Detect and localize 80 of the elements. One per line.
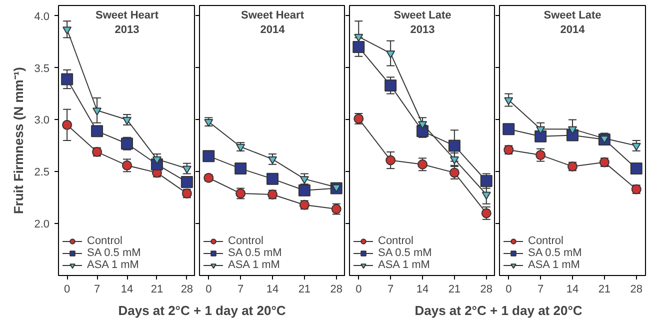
y-tick-label: 4.0 (34, 10, 50, 23)
legend-label: ASA 1 mM (228, 259, 280, 271)
legend-label: ASA 1 mM (378, 259, 430, 271)
x-tick-label: 0 (64, 284, 70, 296)
x-tick-label: 14 (120, 284, 134, 296)
x-axis-title: Days at 2°C + 1 day at 20°C (414, 303, 583, 318)
point (152, 156, 162, 164)
point (234, 162, 247, 175)
text: Sweet Heart 2013 (96, 10, 159, 36)
point (600, 136, 609, 144)
x-tick-label: 28 (630, 284, 643, 296)
point (61, 73, 74, 86)
text: Sweet Heart 2014 (241, 10, 304, 36)
x-tick-label: 21 (150, 284, 164, 296)
x-tick-label: 7 (238, 284, 244, 296)
x-tick-label: 7 (538, 284, 544, 296)
x-tick-label: 28 (480, 284, 493, 296)
point (354, 34, 364, 42)
point (450, 156, 459, 164)
point (92, 108, 102, 116)
legend-label: SA 0.5 mM (378, 247, 432, 259)
point (482, 192, 491, 200)
x-tick-label: 14 (266, 284, 279, 296)
x-tick-label: 14 (566, 284, 579, 296)
legend-label: Control (528, 235, 564, 247)
point (182, 166, 192, 174)
y-tick-label: 3.5 (34, 62, 50, 75)
point (502, 123, 515, 136)
point (266, 172, 278, 185)
legend-label: Control (378, 235, 414, 247)
legend-label: SA 0.5 mM (228, 247, 282, 259)
y-tick-label: 3.0 (34, 114, 50, 127)
x-tick-label: 28 (180, 284, 194, 296)
legend-label: ASA 1 mM (87, 259, 139, 271)
legend-label: Control (228, 235, 264, 247)
legend-label: Control (87, 235, 122, 247)
point (568, 126, 577, 134)
point (122, 116, 132, 125)
text: Sweet Late 2014 (544, 10, 602, 36)
y-tick-label: 2.0 (34, 218, 50, 231)
text: Sweet Late 2013 (394, 10, 452, 36)
point (384, 79, 397, 92)
point (91, 125, 104, 138)
point (298, 184, 310, 196)
point (204, 119, 214, 127)
x-tick-label: 21 (448, 284, 461, 296)
point (62, 120, 72, 130)
x-tick-label: 14 (416, 284, 429, 296)
point (300, 176, 309, 184)
point (632, 142, 641, 151)
point (386, 155, 396, 166)
point (268, 156, 277, 164)
point (386, 50, 396, 58)
x-tick-label: 7 (388, 284, 394, 296)
point (180, 176, 193, 188)
legend-label: ASA 1 mM (528, 259, 580, 271)
x-tick-label: 7 (94, 284, 100, 296)
x-tick-label: 0 (206, 284, 212, 296)
point (352, 41, 365, 54)
x-tick-label: 0 (356, 284, 362, 296)
point (202, 150, 215, 162)
x-axis-title: Days at 2°C + 1 day at 20°C (118, 303, 286, 318)
point (534, 130, 547, 142)
x-tick-label: 28 (330, 284, 343, 296)
legend-label: SA 0.5 mM (528, 247, 582, 259)
x-tick-label: 21 (598, 284, 611, 296)
point (448, 140, 460, 152)
point (630, 162, 642, 175)
point (418, 159, 428, 170)
point (536, 150, 546, 160)
point (62, 26, 72, 35)
legend-label: SA 0.5 mM (87, 247, 141, 259)
point (504, 97, 514, 106)
point (418, 121, 427, 130)
y-tick-label: 2.5 (34, 166, 50, 179)
x-tick-label: 0 (506, 284, 512, 296)
x-tick-label: 21 (298, 284, 311, 296)
point (536, 126, 546, 134)
y-axis-title: Fruit Firmness (N mm⁻¹) (11, 66, 26, 214)
point (480, 175, 492, 187)
